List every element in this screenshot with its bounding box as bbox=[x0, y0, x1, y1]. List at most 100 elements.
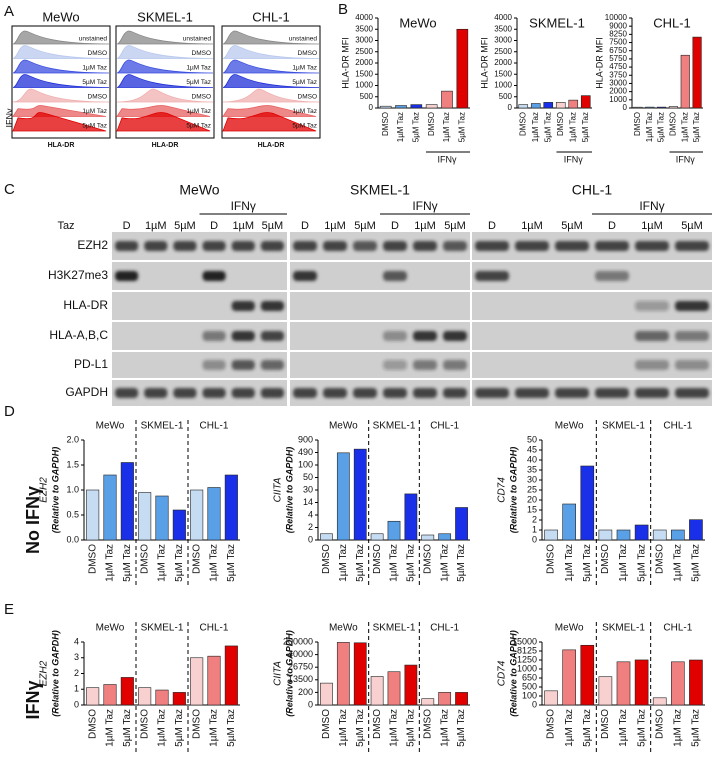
blot-band bbox=[675, 241, 709, 251]
bar bbox=[438, 692, 452, 706]
bar bbox=[224, 474, 238, 541]
protein-label: EZH2 bbox=[77, 238, 108, 252]
bar bbox=[598, 676, 613, 706]
blot-band bbox=[231, 388, 255, 398]
flow-histogram bbox=[116, 30, 214, 45]
flow-histogram bbox=[12, 112, 107, 132]
x-tick-label: 5µM Taz bbox=[226, 544, 237, 582]
blot-strip bbox=[112, 380, 287, 406]
bar bbox=[568, 99, 579, 109]
flow-histogram bbox=[222, 105, 317, 117]
flow-sample-label: unstained bbox=[289, 36, 318, 43]
lane-label: D bbox=[608, 220, 616, 232]
flow-sample-label: DMSO bbox=[298, 94, 318, 101]
blot-strip bbox=[472, 262, 712, 290]
x-tick-label: DMSO bbox=[654, 544, 665, 574]
bar bbox=[543, 102, 554, 109]
x-tick-label: 5µM Taz bbox=[456, 544, 467, 582]
y-tick-label: 0 bbox=[623, 103, 628, 112]
y-axis-label: EZH2 bbox=[39, 477, 50, 503]
y-tick-label: 30 bbox=[303, 484, 313, 494]
y-tick-label: 3500 bbox=[494, 24, 512, 33]
x-tick-label: 5µM Taz bbox=[174, 709, 185, 747]
lane-label: 5µM bbox=[444, 220, 466, 232]
y-axis-label: EZH2 bbox=[39, 660, 50, 686]
flow-histogram bbox=[116, 105, 211, 117]
x-tick-label: DMSO bbox=[372, 709, 383, 739]
group-label: MeWo bbox=[555, 421, 584, 432]
blot-band bbox=[383, 331, 407, 341]
flow-histogram bbox=[116, 74, 214, 88]
blot-band bbox=[555, 388, 589, 398]
x-tick-label: 1µM Taz bbox=[209, 709, 220, 747]
x-tick-label: 1µM Taz bbox=[618, 709, 629, 747]
x-tick-label: DMSO bbox=[669, 112, 678, 136]
blot-band bbox=[323, 241, 347, 251]
bar bbox=[353, 448, 367, 541]
bar bbox=[379, 105, 392, 109]
x-tick-label: 5µM Taz bbox=[543, 112, 552, 142]
x-tick-label: 5µM Taz bbox=[174, 544, 185, 582]
y-tick-label: 3000 bbox=[609, 79, 627, 88]
blot-band bbox=[675, 388, 709, 398]
flow-sample-label: unstained bbox=[79, 36, 108, 43]
blot-strip bbox=[472, 322, 712, 350]
y-tick-label: 40000 bbox=[288, 649, 313, 659]
blot-band bbox=[231, 241, 255, 251]
x-tick-label: 1µM Taz bbox=[105, 544, 116, 582]
group-label: SKMEL-1 bbox=[602, 421, 645, 432]
x-tick-label: 5µM Taz bbox=[636, 544, 647, 582]
lane-label: D bbox=[488, 220, 496, 232]
blot-band bbox=[675, 301, 709, 311]
flow-x-label: HLA-DR bbox=[152, 142, 179, 149]
flow-sample-label: unstained bbox=[183, 36, 212, 43]
blot-band bbox=[413, 360, 437, 370]
blot-cell-line: SKMEL-1 bbox=[350, 182, 410, 198]
group-label: IFNγ bbox=[564, 154, 583, 164]
y-axis-label: CD74 bbox=[497, 477, 508, 503]
group-label: MeWo bbox=[329, 623, 358, 634]
x-tick-label: 1µM Taz bbox=[672, 544, 683, 582]
flow-histogram bbox=[222, 112, 317, 132]
lane-label: 1µM bbox=[232, 220, 254, 232]
flow-title: CHL-1 bbox=[252, 9, 290, 24]
y-tick-label: 10000 bbox=[605, 13, 628, 22]
y-tick-label: 900 bbox=[298, 434, 313, 444]
x-tick-label: 1µM Taz bbox=[157, 544, 168, 582]
flow-histogram bbox=[222, 59, 320, 74]
lane-label: 1µM bbox=[641, 220, 663, 232]
group-label: MeWo bbox=[96, 421, 125, 432]
blot-strip bbox=[472, 292, 712, 320]
blot-ifn-label: IFNγ bbox=[231, 199, 256, 213]
lane-label: D bbox=[301, 220, 309, 232]
lane-label: D bbox=[391, 220, 399, 232]
protein-label: GAPDH bbox=[65, 385, 108, 399]
bar bbox=[555, 102, 566, 109]
bar bbox=[410, 104, 423, 109]
y-tick-label: 0 bbox=[532, 699, 537, 709]
bar bbox=[634, 524, 649, 541]
blot-strip bbox=[290, 292, 470, 320]
x-tick-label: 5µM Taz bbox=[636, 709, 647, 747]
flow-histogram bbox=[222, 88, 320, 103]
y-tick-label: 45 bbox=[527, 444, 537, 454]
bar bbox=[395, 105, 407, 109]
y-tick-label: 3 bbox=[74, 652, 79, 662]
bar bbox=[671, 529, 685, 541]
blot-band bbox=[260, 360, 284, 370]
bar bbox=[580, 95, 591, 109]
blot-band bbox=[293, 388, 317, 398]
x-tick-label: 1µM Taz bbox=[439, 544, 450, 582]
bar bbox=[370, 533, 384, 541]
flow-histogram bbox=[116, 88, 214, 103]
bar bbox=[172, 509, 186, 541]
y-tick-label: 7500 bbox=[609, 38, 627, 47]
blot-strip bbox=[290, 262, 470, 290]
y-tick-label: 1000 bbox=[609, 95, 627, 104]
blot-band bbox=[115, 388, 139, 398]
y-tick-label: 1000 bbox=[517, 663, 537, 673]
x-tick-label: 1µM Taz bbox=[618, 544, 629, 582]
blot-band bbox=[475, 271, 509, 281]
y-axis-label: CIITA bbox=[273, 477, 284, 502]
x-tick-label: DMSO bbox=[600, 709, 611, 739]
